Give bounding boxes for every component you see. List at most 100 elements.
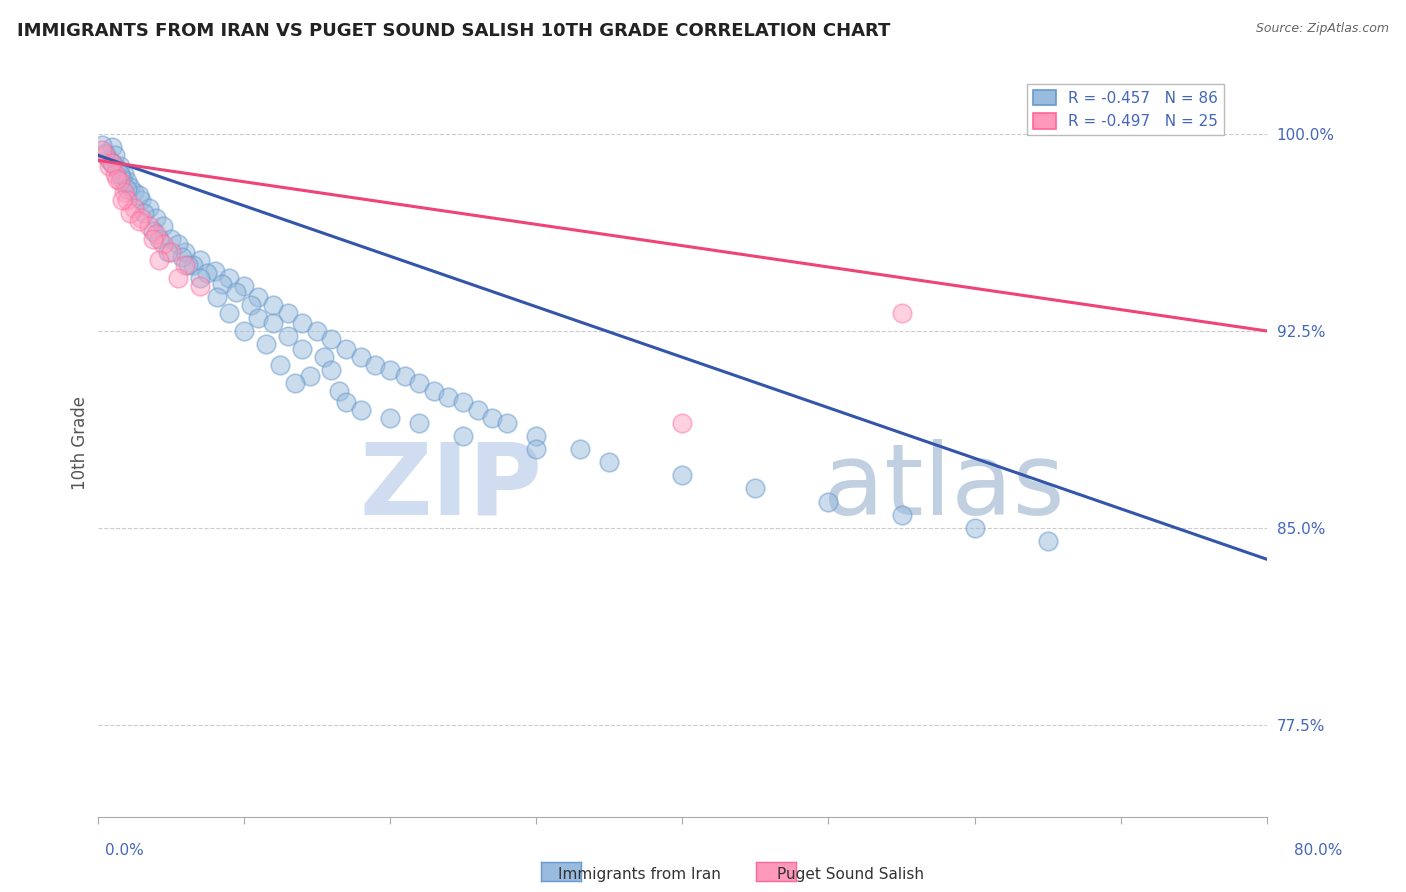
- Point: [118, 206, 141, 220]
- Point: [152, 237, 174, 252]
- Point: [240, 298, 263, 312]
- Point: [1036, 533, 1059, 548]
- Point: [94, 145, 117, 160]
- Point: [247, 310, 270, 325]
- Point: [91, 143, 114, 157]
- Point: [101, 156, 124, 170]
- Point: [423, 384, 446, 399]
- Point: [671, 416, 693, 430]
- Point: [437, 390, 460, 404]
- Point: [408, 376, 430, 391]
- Point: [174, 258, 197, 272]
- Point: [142, 232, 165, 246]
- Point: [159, 245, 181, 260]
- Point: [328, 384, 350, 399]
- Point: [291, 316, 314, 330]
- Point: [218, 305, 240, 319]
- Point: [115, 182, 138, 196]
- Point: [305, 324, 328, 338]
- Point: [451, 395, 474, 409]
- Point: [131, 193, 153, 207]
- Point: [145, 211, 167, 226]
- Point: [254, 337, 277, 351]
- Point: [105, 171, 128, 186]
- Point: [232, 279, 254, 293]
- Point: [598, 455, 620, 469]
- Point: [142, 224, 165, 238]
- Text: ZIP: ZIP: [359, 439, 541, 536]
- Point: [364, 358, 387, 372]
- Text: 0.0%: 0.0%: [105, 843, 145, 858]
- Text: Source: ZipAtlas.com: Source: ZipAtlas.com: [1256, 22, 1389, 36]
- Point: [269, 358, 291, 372]
- Point: [350, 402, 373, 417]
- Point: [101, 156, 124, 170]
- Point: [159, 232, 181, 246]
- Point: [148, 253, 170, 268]
- Point: [104, 148, 127, 162]
- Point: [335, 343, 357, 357]
- Point: [111, 193, 134, 207]
- Point: [408, 416, 430, 430]
- Point: [138, 201, 160, 215]
- Point: [744, 482, 766, 496]
- Point: [98, 153, 121, 168]
- Point: [378, 410, 401, 425]
- Point: [890, 508, 912, 522]
- Point: [321, 332, 343, 346]
- Point: [177, 258, 200, 272]
- Point: [115, 193, 138, 207]
- Text: 80.0%: 80.0%: [1295, 843, 1343, 858]
- Point: [211, 277, 233, 291]
- Point: [105, 161, 128, 176]
- Point: [524, 429, 547, 443]
- Point: [671, 468, 693, 483]
- Point: [101, 140, 124, 154]
- Point: [195, 266, 218, 280]
- Point: [963, 521, 986, 535]
- Point: [451, 429, 474, 443]
- Point: [207, 290, 229, 304]
- Point: [350, 350, 373, 364]
- Point: [122, 201, 145, 215]
- Point: [496, 416, 519, 430]
- Text: atlas: atlas: [823, 439, 1064, 536]
- Text: Immigrants from Iran: Immigrants from Iran: [558, 867, 721, 882]
- Point: [378, 363, 401, 377]
- Point: [291, 343, 314, 357]
- Point: [94, 148, 117, 162]
- Point: [167, 237, 190, 252]
- Point: [204, 263, 226, 277]
- Point: [134, 206, 156, 220]
- Point: [108, 167, 131, 181]
- Point: [167, 271, 190, 285]
- Point: [122, 185, 145, 199]
- Point: [104, 167, 127, 181]
- Point: [111, 171, 134, 186]
- Point: [890, 305, 912, 319]
- Point: [225, 285, 247, 299]
- Point: [188, 279, 211, 293]
- Point: [262, 316, 284, 330]
- Point: [108, 159, 131, 173]
- Point: [108, 174, 131, 188]
- Point: [524, 442, 547, 456]
- Point: [112, 185, 135, 199]
- Point: [156, 245, 179, 260]
- Point: [112, 167, 135, 181]
- Point: [314, 350, 336, 364]
- Point: [298, 368, 321, 383]
- Point: [98, 159, 121, 173]
- Point: [138, 219, 160, 233]
- Point: [145, 227, 167, 241]
- Point: [128, 213, 150, 227]
- Point: [115, 174, 138, 188]
- Point: [817, 494, 839, 508]
- Legend: R = -0.457   N = 86, R = -0.497   N = 25: R = -0.457 N = 86, R = -0.497 N = 25: [1026, 84, 1225, 136]
- Point: [188, 253, 211, 268]
- Point: [262, 298, 284, 312]
- Point: [321, 363, 343, 377]
- Point: [247, 290, 270, 304]
- Point: [569, 442, 592, 456]
- Point: [181, 258, 204, 272]
